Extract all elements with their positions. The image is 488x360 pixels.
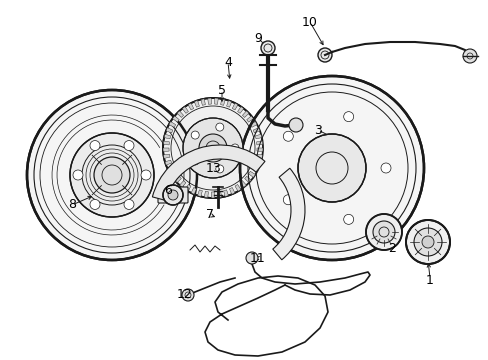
Polygon shape [163,148,169,152]
Polygon shape [235,184,241,191]
Text: 5: 5 [218,84,225,96]
Polygon shape [174,176,181,183]
Circle shape [199,134,226,162]
Polygon shape [197,190,202,197]
Circle shape [163,185,183,205]
Text: 12: 12 [177,288,192,302]
Polygon shape [191,188,196,194]
Circle shape [191,157,199,165]
Text: 13: 13 [206,162,222,175]
Text: 2: 2 [387,242,395,255]
Circle shape [317,48,331,62]
Polygon shape [214,98,218,104]
Circle shape [90,199,100,210]
Polygon shape [167,166,174,171]
Circle shape [73,170,83,180]
Text: 9: 9 [254,31,262,45]
Circle shape [421,236,433,248]
Circle shape [27,90,197,260]
Text: 6: 6 [164,184,172,197]
Text: 10: 10 [302,15,317,28]
Text: 7: 7 [205,208,214,221]
Text: 11: 11 [250,252,265,265]
Circle shape [183,118,243,178]
Circle shape [182,289,194,301]
Circle shape [94,157,130,193]
Polygon shape [164,160,171,165]
Circle shape [283,131,293,141]
Circle shape [124,199,134,210]
Circle shape [405,220,449,264]
Circle shape [70,133,154,217]
Polygon shape [184,184,191,191]
Circle shape [283,195,293,205]
Circle shape [230,144,239,152]
Polygon shape [182,107,188,113]
Polygon shape [163,141,169,145]
Polygon shape [242,111,248,117]
Circle shape [288,118,303,132]
Polygon shape [256,148,263,152]
Polygon shape [179,181,185,188]
Polygon shape [256,154,262,158]
Polygon shape [254,160,261,165]
Polygon shape [250,122,257,127]
Circle shape [245,252,258,264]
Polygon shape [244,176,251,183]
Circle shape [261,41,274,55]
Circle shape [163,98,263,198]
Polygon shape [201,99,205,105]
Circle shape [380,163,390,173]
Circle shape [215,123,224,131]
Text: 1: 1 [425,274,433,287]
Polygon shape [232,103,238,110]
Wedge shape [152,145,264,201]
Circle shape [124,140,134,150]
Polygon shape [187,103,193,110]
Circle shape [343,112,353,122]
Circle shape [413,228,441,256]
Polygon shape [253,128,260,133]
Circle shape [191,131,199,139]
Circle shape [462,49,476,63]
Polygon shape [251,166,258,171]
Polygon shape [207,98,211,104]
Text: 8: 8 [68,198,76,211]
Polygon shape [163,154,170,158]
Circle shape [343,214,353,224]
Polygon shape [237,107,244,113]
Polygon shape [170,171,177,177]
Text: 4: 4 [224,55,231,68]
Polygon shape [255,134,262,139]
Polygon shape [229,188,234,194]
Circle shape [141,170,151,180]
Circle shape [365,214,401,250]
Polygon shape [172,116,179,122]
Wedge shape [272,168,305,260]
Polygon shape [211,192,214,198]
Polygon shape [248,171,255,177]
Circle shape [372,221,394,243]
Polygon shape [220,99,224,105]
Circle shape [168,190,178,200]
Polygon shape [177,111,183,117]
Polygon shape [165,128,172,133]
Polygon shape [194,100,199,107]
Polygon shape [223,190,228,197]
Polygon shape [256,141,263,145]
Polygon shape [168,122,175,127]
Circle shape [240,76,423,260]
Polygon shape [226,100,231,107]
Polygon shape [240,181,246,188]
Circle shape [215,165,224,173]
Polygon shape [217,191,221,198]
FancyBboxPatch shape [158,187,187,203]
Polygon shape [164,134,170,139]
Circle shape [297,134,365,202]
Circle shape [90,140,100,150]
Text: 3: 3 [313,123,321,136]
Polygon shape [246,116,253,122]
Polygon shape [204,191,208,198]
